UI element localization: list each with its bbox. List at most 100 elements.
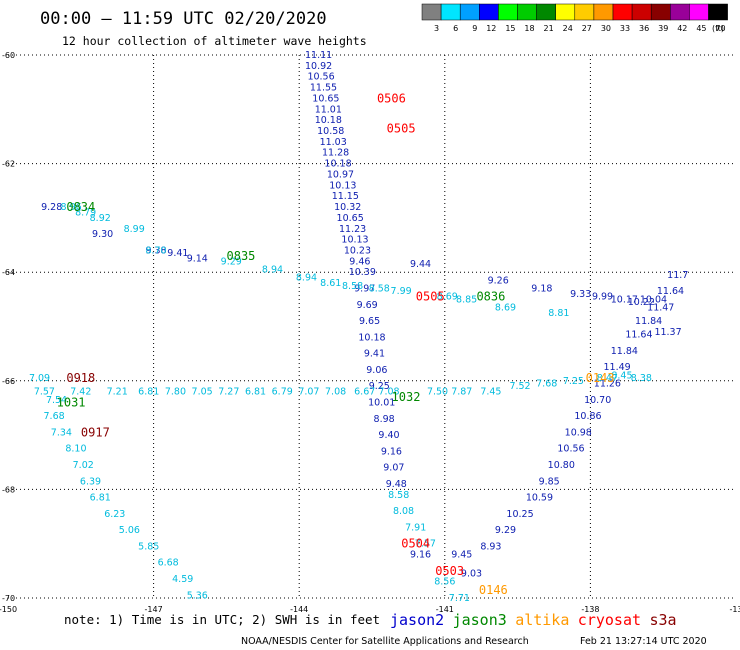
data-point-value: 11.37 [654, 327, 681, 338]
y-tick-label: -62 [2, 160, 15, 169]
color-scale-swatch [440, 3, 461, 21]
time-label: 0836 [476, 290, 505, 304]
data-point-value: 10.58 [317, 126, 344, 137]
data-point-value: 7.54 [46, 395, 67, 406]
time-label: 0506 [377, 91, 406, 105]
x-tick-label: -147 [145, 605, 163, 614]
data-point-value: 10.04 [640, 294, 667, 305]
data-point-value: 7.09 [29, 373, 50, 384]
data-point-value: 7.45 [480, 387, 501, 398]
data-point-value: 9.40 [378, 430, 399, 441]
time-label: 0917 [81, 425, 110, 439]
data-point-value: 10.65 [337, 213, 364, 224]
data-point-value: 10.22 [628, 297, 655, 308]
satellite-label: s3a [650, 611, 677, 629]
data-point-value: 7.52 [509, 381, 530, 392]
data-point-value: 7.02 [73, 460, 94, 471]
time-label: 0143 [586, 371, 615, 385]
color-scale-label: 36 [639, 24, 649, 33]
time-label: 0504 [401, 537, 430, 551]
data-points: 11.1110.9210.5611.5510.6511.0110.1810.58… [29, 50, 688, 604]
data-point-value: 9.28 [41, 202, 62, 213]
data-point-value: 8.08 [393, 506, 414, 517]
data-point-value: 8.70 [145, 245, 166, 256]
data-point-value: 8.93 [480, 541, 501, 552]
data-point-value: 10.92 [305, 61, 332, 72]
data-point-value: 8.38 [631, 373, 652, 384]
data-point-value: 7.25 [563, 376, 584, 387]
data-point-value: 10.56 [307, 72, 334, 83]
x-tick-label: -141 [436, 605, 454, 614]
data-point-value: 10.98 [565, 427, 592, 438]
data-point-value: 9.97 [354, 283, 375, 294]
data-point-value: 8.98 [374, 414, 395, 425]
data-point-value: 6.79 [272, 387, 293, 398]
data-point-value: 10.18 [315, 115, 342, 126]
data-point-value: 11.49 [603, 362, 630, 373]
color-scale-unit: (ft) [712, 24, 724, 33]
color-scale-label: 39 [658, 24, 668, 33]
color-scale-swatch [689, 3, 709, 21]
data-point-value: 7.05 [192, 387, 213, 398]
data-point-value: 7.08 [325, 387, 346, 398]
data-point-value: 8.56 [434, 577, 455, 588]
footer-note: note: 1) Time is in UTC; 2) SWH is in fe… [64, 612, 380, 627]
color-scale-swatch [612, 3, 633, 21]
data-point-value: 11.03 [320, 137, 347, 148]
data-point-value: 11.84 [611, 346, 638, 357]
data-point-value: 10.18 [324, 159, 351, 170]
color-scale-label: 18 [524, 24, 534, 33]
x-tick-label: -150 [0, 605, 17, 614]
data-point-value: 9.06 [366, 365, 387, 376]
color-scale-swatch [670, 3, 690, 21]
data-point-value: 10.97 [327, 169, 354, 180]
data-point-value: 9.16 [381, 446, 402, 457]
x-tick-label: -144 [290, 605, 308, 614]
data-point-value: 11.84 [635, 316, 662, 327]
data-point-value: 10.70 [584, 395, 611, 406]
data-point-value: 10.23 [344, 245, 371, 256]
data-point-value: 7.07 [298, 387, 319, 398]
data-point-value: 5.06 [119, 525, 140, 536]
data-point-value: 11.11 [305, 50, 332, 61]
data-point-value: 9.41 [364, 349, 385, 360]
color-scale-label: 9 [472, 24, 477, 33]
data-point-value: 8.69 [437, 292, 458, 303]
color-scale-swatch [574, 3, 595, 21]
color-scale-label: 27 [582, 24, 592, 33]
time-label: 0835 [227, 249, 256, 263]
color-scale-swatch [536, 3, 556, 21]
color-scale-swatch [421, 3, 442, 21]
data-point-value: 8.61 [320, 278, 341, 289]
color-scale-swatch [459, 3, 480, 21]
data-point-value: 10.13 [341, 235, 368, 246]
color-scale-swatch [555, 3, 576, 21]
data-point-value: 11.15 [332, 191, 359, 202]
color-scale-label: 6 [453, 24, 458, 33]
data-point-value: 9.29 [221, 256, 242, 267]
data-point-value: 9.48 [386, 479, 407, 490]
data-point-value: 11.55 [310, 83, 337, 94]
footer-credit: NOAA/NESDIS Center for Satellite Applica… [241, 636, 529, 647]
data-point-value: 11.23 [339, 224, 366, 235]
time-label: 0505 [416, 290, 445, 304]
data-point-value: 9.14 [187, 254, 208, 265]
time-label: 0918 [66, 371, 95, 385]
color-scale-label: 33 [620, 24, 630, 33]
data-point-value: 7.71 [449, 593, 470, 604]
data-point-value: 7.27 [218, 387, 239, 398]
data-point-value: 10.17 [611, 294, 638, 305]
data-point-value: 7.08 [378, 387, 399, 398]
color-scale-label: 15 [505, 24, 515, 33]
data-point-value: 4.59 [172, 574, 193, 585]
data-point-value: 11.47 [647, 302, 674, 313]
data-point-value: 8.94 [296, 273, 317, 284]
time-labels: 0506 0505 0505 0504 0503 0146 0143 0834 0835 0836… [57, 91, 615, 596]
footer-timestamp: Feb 21 13:27:14 UTC 2020 [580, 636, 707, 647]
data-point-value: 7.50 [427, 387, 448, 398]
data-point-value: 6.81 [245, 387, 266, 398]
data-point-value: 9.33 [570, 289, 591, 300]
data-point-value: 9.65 [359, 316, 380, 327]
satellite-legend: jason2 jason3 altika cryosat s3a [390, 611, 677, 629]
data-point-value: 10.56 [557, 444, 584, 455]
